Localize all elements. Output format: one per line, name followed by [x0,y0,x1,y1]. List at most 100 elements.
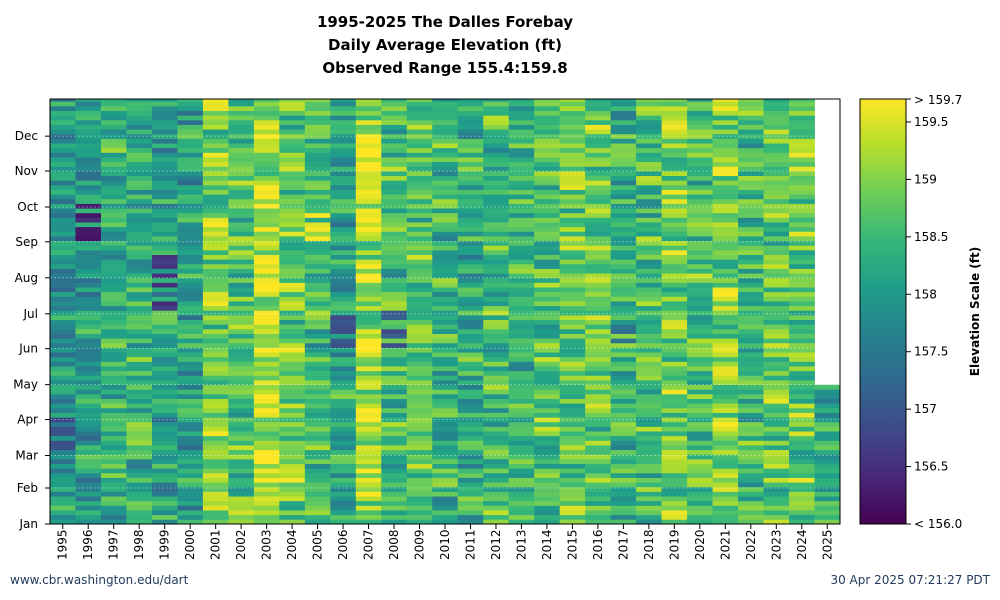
heatmap-cell [508,189,535,195]
heatmap-cell [406,105,433,112]
heatmap-cell [432,384,459,390]
heatmap-cell [687,328,713,334]
heatmap-cell [636,115,663,121]
heatmap-cell [330,124,357,130]
heatmap-cell [151,217,178,223]
heatmap-cell [534,245,561,251]
heatmap-cell [177,143,204,149]
heatmap-cell [355,412,382,418]
heatmap-cell [126,245,153,251]
heatmap-cell [279,301,306,307]
heatmap-cell [508,277,535,283]
heatmap-cell [228,147,255,153]
heatmap-cell [126,101,153,107]
heatmap-cell [610,212,637,218]
heatmap-cell [75,496,102,502]
heatmap-cell [151,463,178,469]
heatmap-cell [202,152,229,158]
heatmap-cell [432,226,459,232]
heatmap-cell [355,477,382,483]
heatmap-cell [279,352,306,358]
heatmap-cell [228,287,255,293]
heatmap-cell [100,184,127,190]
heatmap-cell [687,287,713,293]
heatmap-cell [687,426,713,432]
heatmap-cell [126,333,153,339]
heatmap-cell [483,175,510,181]
heatmap-cell [508,166,535,172]
heatmap-cell [381,133,408,139]
heatmap-cell [483,510,510,516]
heatmap-cell [381,203,408,209]
heatmap-cell [151,431,178,437]
heatmap-cell [457,236,484,242]
heatmap-cell [228,296,255,302]
heatmap-cell [687,99,713,102]
heatmap-cell [304,99,331,102]
heatmap-cell [814,463,841,469]
heatmap-cell [763,482,790,488]
heatmap-cell [763,380,790,386]
heatmap-cell [177,296,204,302]
heatmap-cell [50,431,76,437]
heatmap-cell [126,203,153,209]
heatmap-cell [687,496,713,502]
heatmap-cell [202,208,229,214]
heatmap-cell [228,449,255,455]
heatmap-cell [253,222,280,228]
heatmap-cell [483,403,510,409]
heatmap-cell [432,482,459,488]
heatmap-cell [50,138,76,144]
heatmap-cell [253,124,280,130]
heatmap-cell [585,468,612,474]
heatmap-cell [610,435,637,441]
heatmap-cell [585,119,612,125]
heatmap-cell [228,342,255,348]
heatmap-cell [75,370,102,376]
heatmap-cell [100,245,127,251]
heatmap-cell [687,333,713,339]
heatmap-cell [712,273,739,279]
source-url[interactable]: www.cbr.washington.edu/dart [10,573,189,587]
heatmap-cell [126,463,153,469]
heatmap-cell [789,421,815,427]
heatmap-cell [330,301,357,307]
heatmap-cell [253,347,280,353]
heatmap-cell [432,129,459,135]
heatmap-cell [610,449,637,455]
heatmap-cell [228,366,255,372]
heatmap-cell [559,496,586,502]
heatmap-cell [636,421,663,427]
heatmap-cell [432,398,459,404]
heatmap-cell [483,180,510,186]
heatmap-cell [508,222,535,228]
heatmap-cell [100,347,127,353]
heatmap-cell [304,314,331,321]
heatmap-cell [763,361,790,367]
heatmap-cell [483,203,510,209]
heatmap-cell [789,417,815,423]
heatmap-cell [304,431,331,437]
heatmap-cell [585,356,612,362]
y-tick-label: May [13,378,38,392]
heatmap-cell [279,119,306,125]
heatmap-cell [534,482,561,488]
heatmap-cell [151,124,178,130]
heatmap-cell [50,129,76,135]
heatmap-cell [279,245,306,251]
heatmap-cell [559,352,586,358]
heatmap-cell [508,370,535,376]
colorbar-label: Elevation Scale (ft) [968,247,982,376]
heatmap-cell [432,347,459,353]
heatmap-cell [50,245,76,251]
heatmap-cell [50,152,76,158]
heatmap-cell [763,291,790,297]
heatmap-cell [534,370,561,376]
heatmap-cell [253,143,280,149]
heatmap-cell [126,431,153,437]
heatmap-cell [763,110,790,116]
heatmap-cell [585,519,612,525]
heatmap-cell [381,403,408,409]
y-tick-label: Feb [17,481,38,495]
heatmap-cell [279,147,306,153]
